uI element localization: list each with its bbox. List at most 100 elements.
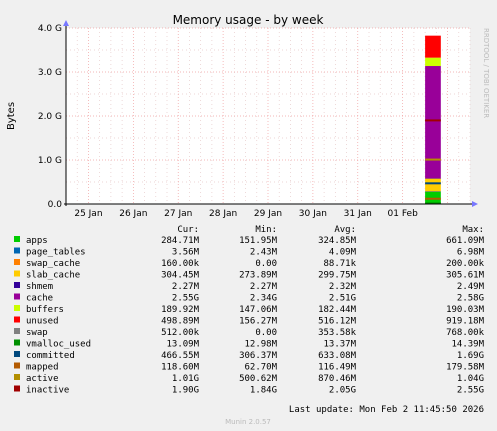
legend-min-value: 151.95M: [239, 236, 278, 246]
legend-swatch: [14, 362, 20, 369]
legend-cur-value: 512.00k: [161, 328, 200, 338]
area-page-tables: [425, 191, 441, 193]
legend-name: active: [26, 374, 59, 384]
y-tick-labels: 0.0 1.0 G 2.0 G 3.0 G 4.0 G: [38, 24, 62, 210]
legend-max-value: 6.98M: [457, 248, 485, 258]
legend-avg-value: 4.09M: [329, 248, 357, 258]
area-buffers: [425, 57, 441, 67]
area-slab-cache: [425, 178, 441, 192]
legend-cur-value: 2.55G: [172, 294, 199, 304]
legend-header-cur: Cur:: [177, 225, 199, 235]
data-area: [425, 35, 441, 205]
legend-max-value: 1.69G: [457, 351, 484, 361]
legend-avg-value: 13.37M: [323, 340, 356, 350]
legend-swatch: [14, 316, 20, 323]
legend-cur-value: 304.45M: [161, 271, 200, 281]
legend-cur-value: 1.01G: [172, 374, 199, 384]
x-tick-label: 31 Jan: [344, 209, 372, 219]
legend-swatch: [14, 351, 20, 357]
area-unused: [425, 35, 441, 58]
legend-swatch: [14, 247, 20, 254]
legend-swatch: [14, 385, 20, 392]
legend-max-value: 200.00k: [446, 259, 485, 269]
legend-swatch: [14, 270, 20, 277]
x-tick-label: 25 Jan: [74, 209, 102, 219]
legend-name: buffers: [26, 305, 64, 315]
axes: [63, 20, 478, 207]
legend-cur-value: 284.71M: [161, 236, 200, 246]
area-cache: [425, 66, 441, 179]
legend-avg-value: 516.12M: [318, 317, 357, 327]
legend-cur-value: 2.27M: [172, 282, 200, 292]
legend-name: swap: [26, 328, 48, 338]
legend-max-value: 2.49M: [457, 282, 485, 292]
legend-min-value: 1.84G: [250, 386, 277, 396]
legend-min-value: 2.43M: [250, 248, 278, 258]
x-tick-label: 01 Feb: [388, 209, 419, 219]
legend-max-value: 768.00k: [446, 328, 485, 338]
legend-swatch: [14, 259, 20, 265]
legend-cur-value: 3.56M: [172, 248, 200, 258]
legend-min-value: 62.70M: [244, 363, 277, 373]
y-tick-label: 2.0 G: [38, 112, 62, 122]
legend-max-value: 2.55G: [457, 386, 484, 396]
legend-max-value: 190.03M: [446, 305, 485, 315]
legend-min-value: 0.00: [255, 259, 277, 269]
area-shmem: [425, 178, 441, 179]
y-tick-label: 4.0 G: [38, 24, 62, 34]
munin-version-footer: Munin 2.0.57: [225, 418, 271, 426]
legend-header-min: Min:: [255, 225, 277, 235]
legend-avg-value: 88.71k: [323, 259, 356, 269]
legend-min-value: 156.27M: [239, 317, 278, 327]
legend-max-value: 661.09M: [446, 236, 485, 246]
legend-swatch: [14, 328, 20, 334]
x-tick-label: 28 Jan: [209, 209, 237, 219]
last-update: Last update: Mon Feb 2 11:45:50 2026: [289, 405, 484, 415]
legend-avg-value: 299.75M: [318, 271, 357, 281]
legend-max-value: 14.39M: [451, 340, 484, 350]
legend-min-value: 12.98M: [244, 340, 277, 350]
x-tick-label: 26 Jan: [119, 209, 147, 219]
legend-swatch: [14, 236, 20, 242]
x-axis-arrow-icon: [472, 201, 478, 207]
legend-name: page_tables: [26, 248, 86, 258]
x-tick-label: 29 Jan: [254, 209, 282, 219]
legend-min-value: 2.34G: [250, 294, 277, 304]
legend-avg-value: 2.32M: [329, 282, 357, 292]
legend-swatch: [14, 374, 20, 380]
legend-min-value: 273.89M: [239, 271, 278, 281]
legend-name: inactive: [26, 386, 69, 396]
legend-cur-value: 160.00k: [161, 259, 200, 269]
legend-min-value: 0.00: [255, 328, 277, 338]
rrdtool-side-label: RRDTOOL / TOBI OETIKER: [482, 28, 490, 118]
legend-avg-value: 116.49M: [318, 363, 357, 373]
x-tick-label: 30 Jan: [299, 209, 327, 219]
legend-avg-value: 353.58k: [318, 328, 357, 338]
legend-swatch: [14, 305, 20, 311]
y-tick-label: 1.0 G: [38, 156, 62, 166]
x-tick-label: 27 Jan: [164, 209, 192, 219]
legend-name: apps: [26, 236, 48, 246]
legend-name: mapped: [26, 363, 59, 373]
legend-name: cache: [26, 294, 53, 304]
y-tick-label: 3.0 G: [38, 68, 62, 78]
legend-min-value: 306.37M: [239, 351, 278, 361]
legend-cur-value: 13.09M: [166, 340, 199, 350]
legend-max-value: 919.18M: [446, 317, 485, 327]
y-axis-label: Bytes: [6, 102, 17, 130]
legend-header-avg: Avg:: [334, 225, 356, 235]
legend-cur-value: 466.55M: [161, 351, 200, 361]
legend-cur-value: 189.92M: [161, 305, 200, 315]
legend-min-value: 2.27M: [250, 282, 278, 292]
legend-name: unused: [26, 317, 59, 327]
legend-header-max: Max:: [462, 225, 484, 235]
legend-avg-value: 870.46M: [318, 374, 357, 384]
legend-cur-value: 1.90G: [172, 386, 199, 396]
legend-swatch: [14, 339, 20, 346]
legend-min-value: 147.06M: [239, 305, 278, 315]
legend-max-value: 1.04G: [457, 374, 484, 384]
y-axis-arrow-icon: [63, 20, 69, 26]
legend-max-value: 2.58G: [457, 294, 484, 304]
legend-avg-value: 2.51G: [329, 294, 356, 304]
